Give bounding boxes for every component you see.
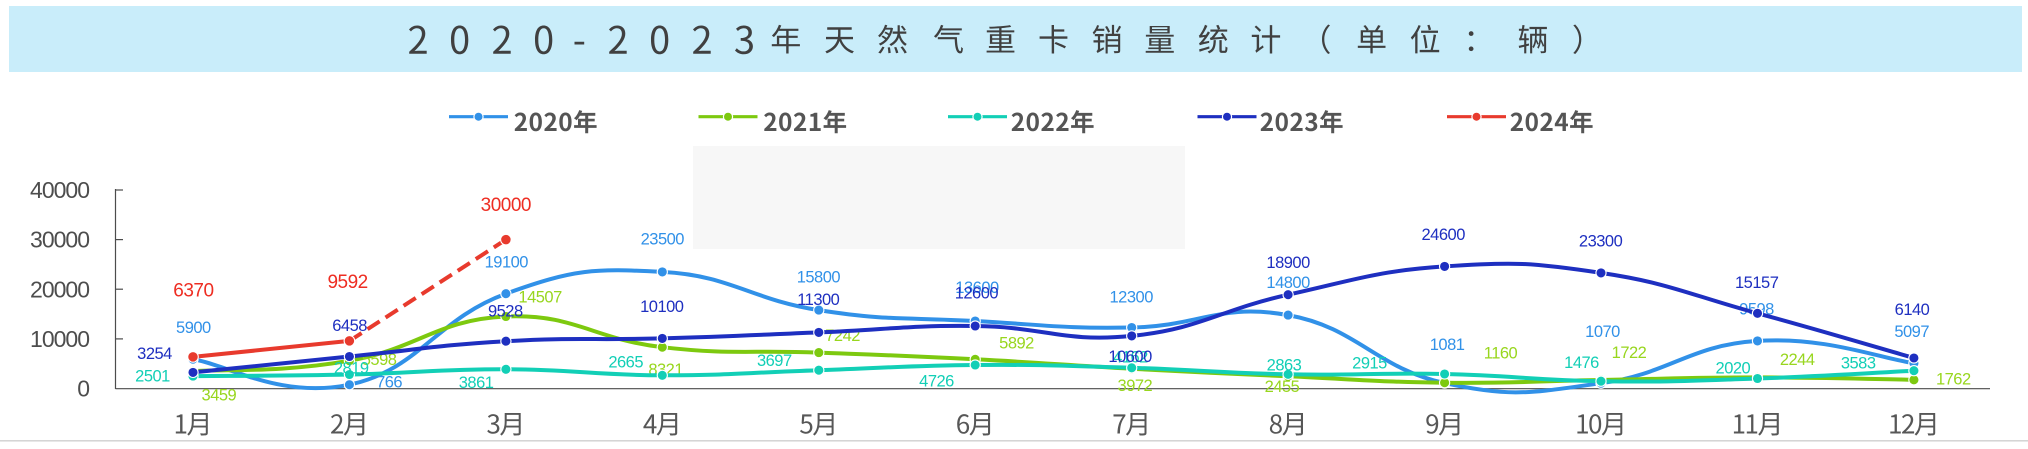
svg-text:30000: 30000	[481, 195, 531, 216]
svg-text:6140: 6140	[1895, 301, 1930, 319]
svg-text:12600: 12600	[955, 285, 999, 303]
svg-text:0: 0	[77, 376, 89, 402]
svg-text:5892: 5892	[999, 335, 1034, 353]
svg-text:2020: 2020	[1716, 360, 1751, 378]
svg-text:2819: 2819	[334, 360, 369, 378]
svg-text:10000: 10000	[30, 326, 89, 352]
svg-text:1762: 1762	[1936, 371, 1971, 389]
svg-text:13600: 13600	[955, 279, 999, 297]
svg-text:2863: 2863	[1267, 357, 1302, 375]
svg-text:2244: 2244	[1780, 351, 1815, 369]
svg-text:2455: 2455	[1265, 378, 1300, 396]
svg-text:3459: 3459	[202, 387, 237, 405]
svg-text:2915: 2915	[1352, 354, 1387, 372]
svg-text:3861: 3861	[459, 374, 494, 392]
svg-text:1081: 1081	[1430, 336, 1465, 354]
svg-text:23300: 23300	[1579, 232, 1623, 250]
svg-text:2665: 2665	[608, 353, 643, 371]
svg-text:3583: 3583	[1841, 354, 1876, 372]
svg-text:24600: 24600	[1422, 226, 1466, 244]
svg-text:14800: 14800	[1266, 274, 1310, 292]
svg-text:3972: 3972	[1118, 377, 1153, 395]
svg-text:1722: 1722	[1612, 344, 1647, 362]
svg-text:18900: 18900	[1266, 254, 1310, 272]
svg-text:6458: 6458	[332, 317, 367, 335]
svg-text:10600: 10600	[1108, 348, 1152, 366]
svg-text:15157: 15157	[1735, 274, 1779, 292]
svg-text:1476: 1476	[1564, 354, 1599, 372]
svg-text:20000: 20000	[30, 276, 89, 302]
svg-text:1160: 1160	[1484, 344, 1518, 362]
svg-text:10100: 10100	[640, 298, 684, 316]
svg-text:4726: 4726	[919, 373, 954, 391]
svg-text:3697: 3697	[757, 352, 792, 370]
svg-text:1070: 1070	[1585, 323, 1620, 341]
svg-text:5900: 5900	[176, 319, 211, 337]
svg-text:15800: 15800	[797, 269, 841, 287]
svg-text:9592: 9592	[327, 272, 367, 293]
svg-text:3254: 3254	[137, 345, 172, 363]
svg-text:23500: 23500	[641, 230, 685, 248]
svg-text:766: 766	[376, 373, 402, 391]
svg-text:14507: 14507	[518, 289, 562, 307]
svg-text:11300: 11300	[797, 291, 839, 309]
svg-text:12300: 12300	[1110, 289, 1154, 307]
svg-text:4162: 4162	[1113, 349, 1148, 367]
svg-text:19100: 19100	[485, 254, 529, 272]
svg-text:2501: 2501	[135, 367, 170, 385]
svg-text:5097: 5097	[1894, 323, 1929, 341]
svg-text:40000: 40000	[30, 177, 89, 203]
svg-text:30000: 30000	[30, 227, 89, 253]
svg-text:9528: 9528	[488, 302, 523, 320]
svg-text:6370: 6370	[173, 281, 213, 302]
